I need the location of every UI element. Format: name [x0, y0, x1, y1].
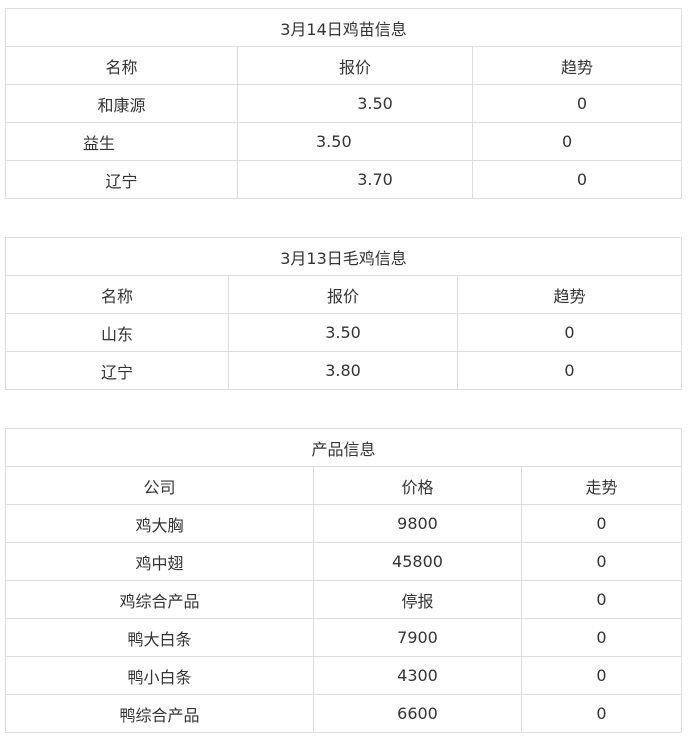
- cell-trend: 0: [457, 351, 682, 390]
- cell-price: 3.80: [228, 351, 458, 390]
- product-table: 产品信息 公司 价格 走势 鸡大胸 9800 0 鸡中翅 45800 0 鸡综合产品 停报 0 …: [5, 428, 682, 733]
- header-price: 报价: [237, 46, 473, 85]
- table-row: 和康源 3.50 0: [5, 84, 682, 123]
- cell-product: 鸡大胸: [5, 504, 314, 543]
- header-name: 名称: [5, 275, 229, 314]
- cell-product: 鸡综合产品: [5, 580, 314, 619]
- cell-price: 9800: [313, 504, 522, 543]
- cell-name: 辽宁: [5, 351, 229, 390]
- header-row: 公司 价格 走势: [5, 466, 682, 505]
- cell-name: 山东: [5, 313, 229, 352]
- header-company: 公司: [5, 466, 314, 505]
- table-row: 鸡综合产品 停报 0: [5, 580, 682, 619]
- cell-trend: 0: [521, 656, 682, 695]
- broiler-table: 3月13日毛鸡信息 名称 报价 趋势 山东 3.50 0 辽宁 3.80 0: [5, 237, 682, 390]
- cell-trend: 0: [472, 160, 682, 199]
- table-row: 辽宁 3.80 0: [5, 351, 682, 390]
- table-row: 鸡大胸 9800 0: [5, 504, 682, 543]
- cell-product: 鸭大白条: [5, 618, 314, 657]
- cell-price: 停报: [313, 580, 522, 619]
- header-name: 名称: [5, 46, 238, 85]
- cell-trend: 0: [457, 313, 682, 352]
- cell-trend: 0: [521, 504, 682, 543]
- table-row: 鸭小白条 4300 0: [5, 656, 682, 695]
- cell-trend: 0: [521, 618, 682, 657]
- chick-seedling-table: 3月14日鸡苗信息 名称 报价 趋势 和康源 3.50 0 益生 3.50 0 辽宁 3.70…: [5, 8, 682, 199]
- cell-price: 3.50: [237, 84, 473, 123]
- cell-price: 6600: [313, 694, 522, 733]
- cell-trend: 0: [521, 580, 682, 619]
- table-row: 辽宁 3.70 0: [5, 160, 682, 199]
- cell-price: 3.50: [237, 122, 473, 161]
- header-price: 报价: [228, 275, 458, 314]
- header-price: 价格: [313, 466, 522, 505]
- cell-product: 鸭综合产品: [5, 694, 314, 733]
- cell-product: 鸡中翅: [5, 542, 314, 581]
- cell-price: 4300: [313, 656, 522, 695]
- cell-price: 45800: [313, 542, 522, 581]
- table-title: 3月13日毛鸡信息: [5, 237, 682, 276]
- cell-trend: 0: [472, 122, 682, 161]
- cell-name: 益生: [5, 122, 238, 161]
- table-title: 3月14日鸡苗信息: [5, 8, 682, 47]
- cell-product: 鸭小白条: [5, 656, 314, 695]
- header-trend: 趋势: [457, 275, 682, 314]
- table-row: 鸭大白条 7900 0: [5, 618, 682, 657]
- cell-trend: 0: [521, 542, 682, 581]
- table-row: 鸭综合产品 6600 0: [5, 694, 682, 733]
- table-row: 鸡中翅 45800 0: [5, 542, 682, 581]
- cell-price: 7900: [313, 618, 522, 657]
- header-trend: 趋势: [472, 46, 682, 85]
- cell-price: 3.70: [237, 160, 473, 199]
- cell-trend: 0: [521, 694, 682, 733]
- table-row: 益生 3.50 0: [5, 122, 682, 161]
- header-row: 名称 报价 趋势: [5, 275, 682, 314]
- cell-price: 3.50: [228, 313, 458, 352]
- cell-trend: 0: [472, 84, 682, 123]
- table-title: 产品信息: [5, 428, 682, 467]
- cell-name: 辽宁: [5, 160, 238, 199]
- cell-name: 和康源: [5, 84, 238, 123]
- header-row: 名称 报价 趋势: [5, 46, 682, 85]
- table-row: 山东 3.50 0: [5, 313, 682, 352]
- header-trend: 走势: [521, 466, 682, 505]
